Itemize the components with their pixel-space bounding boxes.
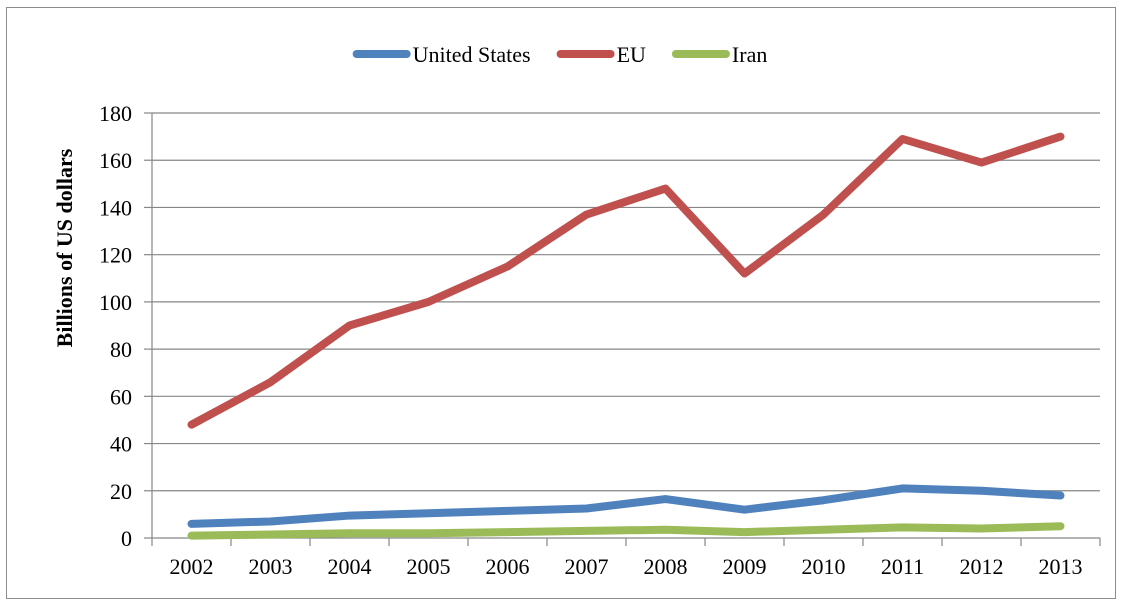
y-tick-label: 60 bbox=[110, 384, 132, 409]
y-tick-label: 100 bbox=[99, 290, 132, 315]
y-tick-label: 120 bbox=[99, 243, 132, 268]
x-tick-label: 2003 bbox=[249, 554, 293, 579]
x-tick-label: 2007 bbox=[565, 554, 609, 579]
x-tick-label: 2005 bbox=[407, 554, 451, 579]
x-tick-label: 2010 bbox=[802, 554, 846, 579]
y-axis-title: Billions of US dollars bbox=[52, 148, 77, 347]
y-tick-label: 80 bbox=[110, 337, 132, 362]
y-tick-label: 180 bbox=[99, 101, 132, 126]
x-tick-label: 2006 bbox=[486, 554, 530, 579]
gridlines bbox=[152, 112, 1100, 492]
series-line-united-states bbox=[187, 484, 1065, 528]
legend-label: Iran bbox=[732, 42, 767, 67]
x-tick-label: 2012 bbox=[960, 554, 1004, 579]
legend: United States EU Iran bbox=[352, 42, 767, 67]
chart-frame bbox=[6, 7, 1116, 599]
y-tick-label: 160 bbox=[99, 148, 132, 173]
series-lines bbox=[187, 132, 1065, 540]
x-tick-label: 2011 bbox=[881, 554, 924, 579]
x-tick-label: 2004 bbox=[328, 554, 372, 579]
legend-label: EU bbox=[617, 42, 646, 67]
x-tick-label: 2002 bbox=[170, 554, 214, 579]
x-tick-label: 2008 bbox=[644, 554, 688, 579]
axes: 0 20 40 60 80 100 120 140 160 180 2002 2003 2004 2005… bbox=[99, 101, 1101, 579]
y-tick-label: 140 bbox=[99, 195, 132, 220]
series-line-eu bbox=[187, 132, 1065, 429]
legend-label: United States bbox=[413, 42, 531, 67]
x-tick-label: 2009 bbox=[723, 554, 767, 579]
y-tick-label: 40 bbox=[110, 432, 132, 457]
x-tick-label: 2013 bbox=[1039, 554, 1083, 579]
y-tick-label: 0 bbox=[121, 526, 132, 551]
y-tick-label: 20 bbox=[110, 479, 132, 504]
series-line-iran bbox=[187, 522, 1065, 540]
